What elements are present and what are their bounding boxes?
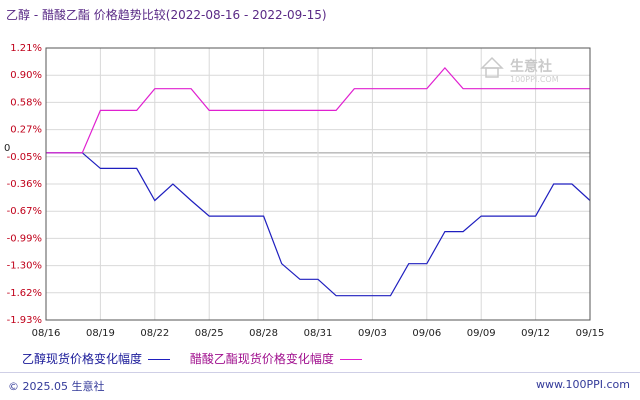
legend-swatch-series2 <box>339 359 362 360</box>
plot-frame <box>45 47 591 321</box>
series-line-1 <box>46 152 591 297</box>
y-tick-label: -1.30% <box>7 261 42 272</box>
house-icon <box>480 56 504 69</box>
y-tick-label: -0.99% <box>7 233 42 244</box>
y-tick-label: -0.67% <box>7 206 42 217</box>
x-tick-label: 08/31 <box>304 328 333 339</box>
y-tick-label: 1.21% <box>10 43 42 54</box>
y-tick-label: -1.62% <box>7 288 42 299</box>
legend: 乙醇现货价格变化幅度 醋酸乙酯现货价格变化幅度 <box>22 350 378 367</box>
x-tick-label: 08/19 <box>86 328 115 339</box>
y-tick-label: 0.27% <box>10 125 42 136</box>
y-tick-label: -1.93% <box>7 315 42 326</box>
watermark-name: 生意社 <box>510 58 552 75</box>
footer-url[interactable]: www.100PPI.com <box>536 378 630 391</box>
y-tick-label: -0.05% <box>7 152 42 163</box>
legend-label-series1: 乙醇现货价格变化幅度 <box>22 352 143 366</box>
footer-divider <box>0 372 640 373</box>
x-tick-label: 09/12 <box>521 328 550 339</box>
x-tick-label: 08/28 <box>249 328 278 339</box>
line-chart: 1.21% 0.90% 0.58% 0.27% -0.05% -0.36% -0.67% -0… <box>4 43 605 339</box>
x-tick-label: 09/03 <box>358 328 387 339</box>
x-tick-label: 08/16 <box>32 328 61 339</box>
y-tick-label: 0.58% <box>10 97 42 108</box>
series-line-2 <box>46 66 590 154</box>
legend-item-series1: 乙醇现货价格变化幅度 <box>22 350 171 367</box>
y-tick-label: -0.36% <box>7 179 42 190</box>
x-tick-label: 09/09 <box>467 328 496 339</box>
x-tick-label: 09/06 <box>412 328 441 339</box>
watermark-url: 100PPI.COM <box>510 75 559 84</box>
house-body-icon <box>485 67 499 78</box>
legend-label-series2: 醋酸乙酯现货价格变化幅度 <box>189 352 334 366</box>
x-axis: 08/16 08/19 08/22 08/25 08/28 08/31 09/03 09/06… <box>32 328 605 339</box>
y-zero-label: 0 <box>4 143 10 154</box>
y-axis: 1.21% 0.90% 0.58% 0.27% -0.05% -0.36% -0.67% -0… <box>4 43 42 326</box>
x-tick-label: 09/15 <box>576 328 605 339</box>
plot-area <box>46 66 591 297</box>
watermark-logo: 生意社 100PPI.COM <box>480 56 559 84</box>
footer-copyright: © 2025.05 生意社 <box>8 380 105 393</box>
chart-title: 乙醇 - 醋酸乙酯 价格趋势比较(2022-08-16 - 2022-09-15… <box>6 8 327 22</box>
legend-item-series2: 醋酸乙酯现货价格变化幅度 <box>190 350 362 367</box>
y-tick-label: 0.90% <box>10 70 42 81</box>
legend-swatch-series1 <box>148 359 171 360</box>
x-tick-label: 08/25 <box>195 328 224 339</box>
x-tick-label: 08/22 <box>140 328 169 339</box>
